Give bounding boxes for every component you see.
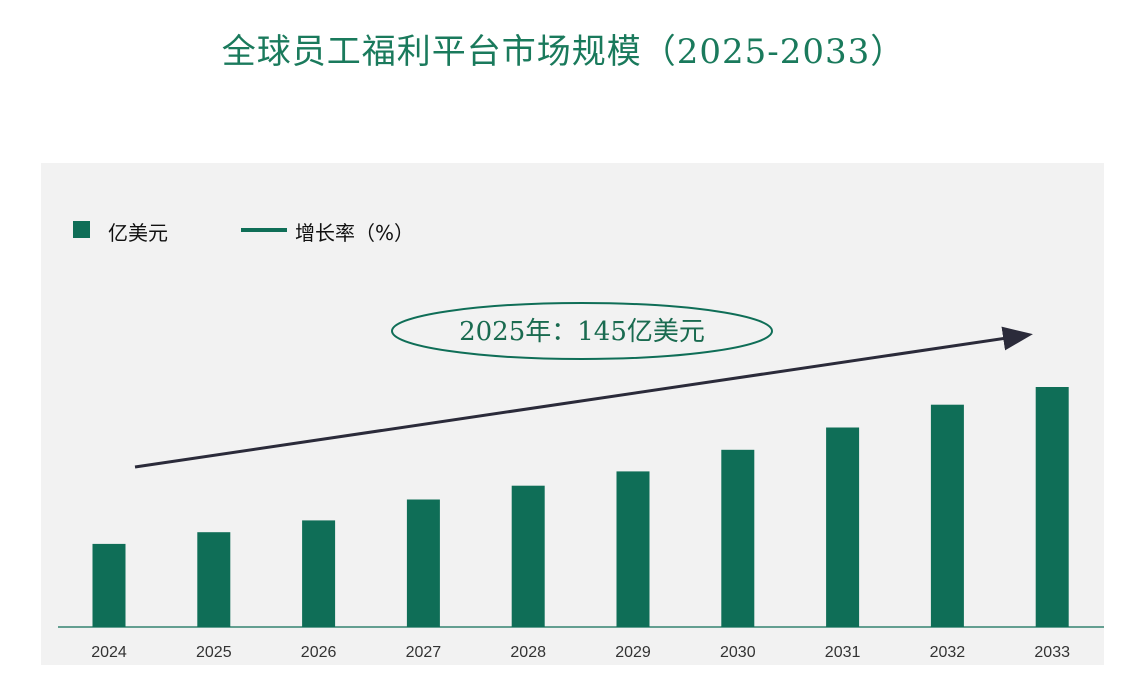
chart-title: 全球员工福利平台市场规模（2025-2033）: [221, 32, 906, 72]
legend-line-swatch: [241, 228, 287, 232]
bar-2031: [826, 427, 860, 627]
bar-2025: [197, 532, 231, 627]
x-tick-label: 2027: [406, 644, 442, 661]
bar-2028: [511, 485, 545, 627]
x-tick-label: 2026: [301, 644, 337, 661]
bar-2026: [302, 520, 336, 627]
trend-arrow: [134, 326, 1033, 469]
bar-2033: [1035, 387, 1069, 627]
callout-ellipse: [391, 302, 773, 360]
x-tick-label: 2025: [196, 644, 232, 661]
x-tick-label: 2033: [1034, 644, 1070, 661]
x-tick-label: 2028: [510, 644, 546, 661]
x-tick-label: 2024: [91, 644, 127, 661]
legend-bar-swatch: [73, 221, 90, 238]
bar-2032: [930, 404, 964, 627]
bar-2027: [406, 499, 440, 627]
x-tick-label: 2031: [825, 644, 861, 661]
bar-2030: [721, 449, 755, 627]
bar-2024: [92, 543, 126, 627]
legend-bar-label: 亿美元: [108, 221, 168, 245]
legend-line-label: 增长率（%）: [295, 221, 415, 245]
callout-label: 2025年：145亿美元: [459, 317, 705, 347]
bar-2029: [616, 471, 650, 627]
x-tick-label: 2032: [930, 644, 966, 661]
x-tick-label: 2030: [720, 644, 756, 661]
x-tick-label: 2029: [615, 644, 651, 661]
